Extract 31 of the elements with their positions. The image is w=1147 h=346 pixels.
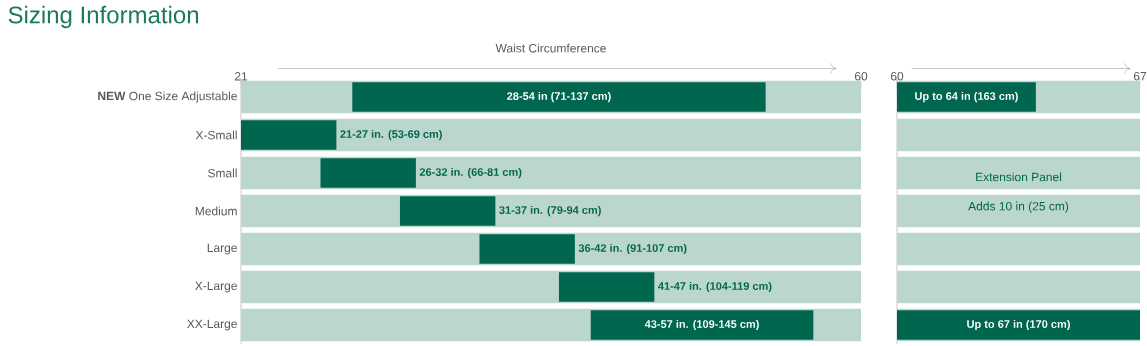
- bar: [352, 82, 766, 112]
- bar: [399, 196, 496, 226]
- data-label: Up to 67 in (170 cm): [967, 319, 1070, 331]
- data-label: 43-57 in. (109-145 cm): [644, 319, 759, 331]
- bar: [479, 234, 575, 264]
- x-axis-title: Waist Circumference: [495, 43, 606, 53]
- y-tick-label: NEW One Size Adjustable: [98, 91, 237, 103]
- y-tick-label: X-Small: [195, 130, 237, 140]
- x-tick-label: 60: [890, 71, 904, 81]
- chart-title: Sizing Information: [8, 5, 199, 29]
- y-tick-label: XX-Large: [187, 319, 237, 331]
- annotation: Adds 10 in (25 cm): [968, 201, 1069, 213]
- data-label: 41-47 in. (104-119 cm): [658, 281, 772, 293]
- data-label: 36-42 in. (91-107 cm): [578, 243, 687, 255]
- x-tick-label: 60: [854, 71, 868, 81]
- y-tick-label: Medium: [195, 206, 237, 216]
- bar: [558, 272, 655, 302]
- data-label: 31-37 in. (79-94 cm): [499, 205, 601, 217]
- data-label: Up to 64 in (163 cm): [915, 91, 1018, 103]
- y-tick-label: Small: [208, 168, 237, 178]
- x-tick-label: 67: [1133, 71, 1147, 81]
- data-label: 26-32 in. (66-81 cm): [419, 167, 522, 179]
- annotation: Extension Panel: [976, 172, 1062, 182]
- x-tick-label: 21: [234, 72, 248, 81]
- bar: [320, 158, 416, 188]
- bar: [590, 310, 814, 340]
- y-tick-label: X-Large: [195, 281, 237, 293]
- bar: [241, 120, 337, 150]
- y-tick-label: Large: [207, 243, 237, 255]
- data-label: 21-27 in. (53-69 cm): [340, 129, 442, 141]
- data-label: 28-54 in (71-137 cm): [507, 91, 611, 103]
